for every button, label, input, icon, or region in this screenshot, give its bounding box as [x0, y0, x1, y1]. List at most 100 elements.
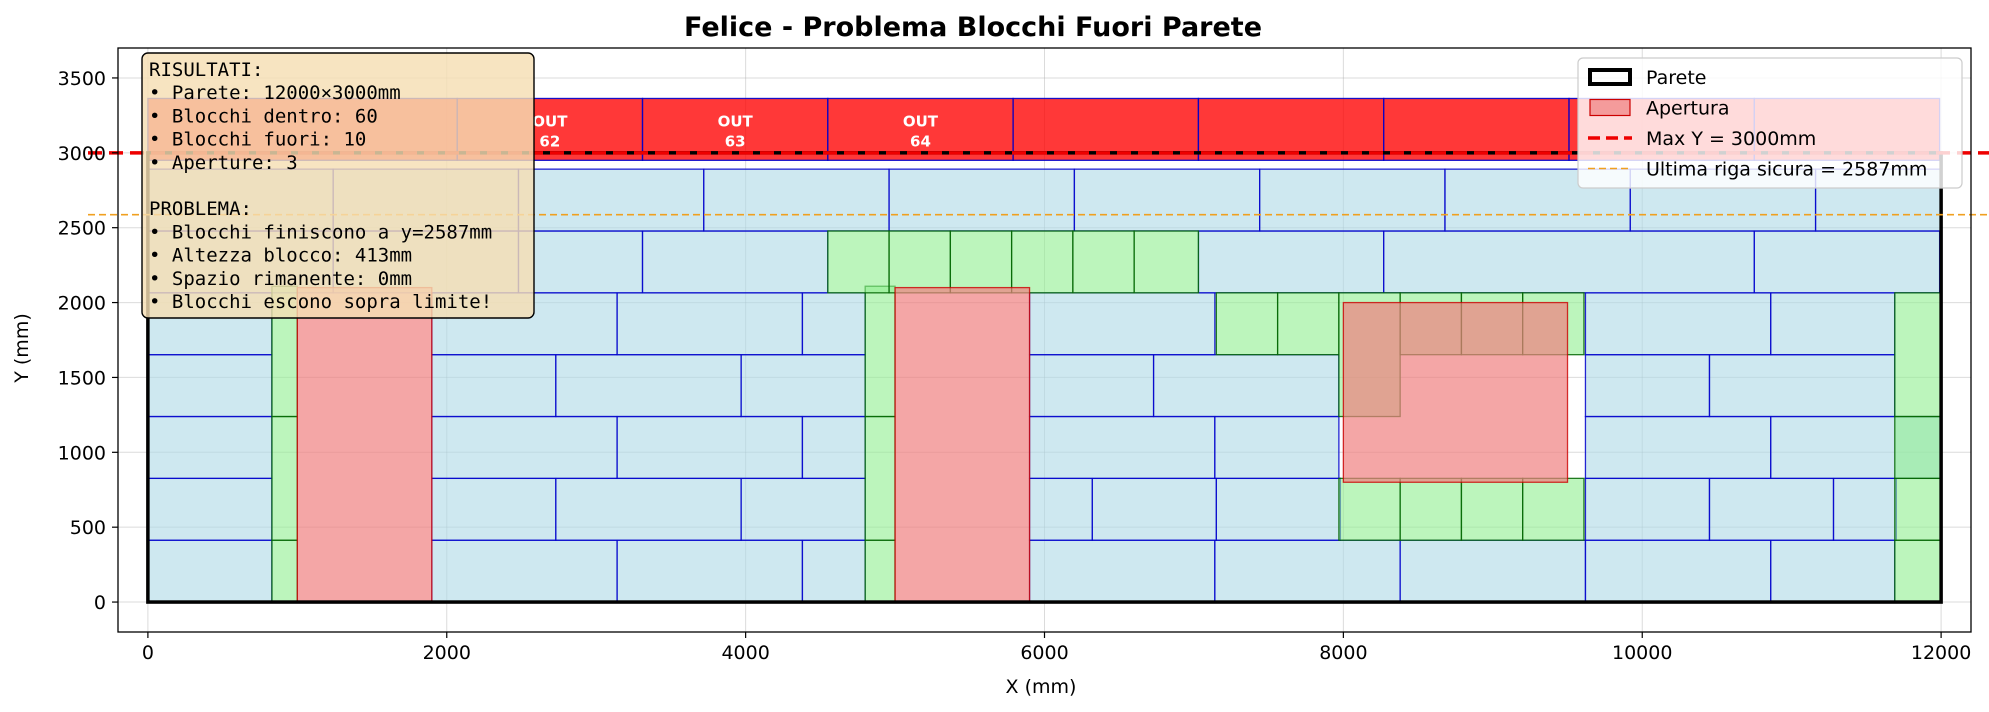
- wall-block: [431, 354, 557, 418]
- wall-block: [801, 292, 866, 356]
- info-box-line: • Blocchi escono sopra limite!: [149, 291, 492, 313]
- y-tick-label: 1000: [58, 442, 106, 464]
- custom-block: [1894, 477, 1942, 541]
- wall-block: [1584, 415, 1772, 480]
- custom-block: [1522, 477, 1585, 541]
- wall-block: [517, 230, 644, 294]
- wall-block: [801, 415, 866, 480]
- out-block: [827, 97, 1014, 161]
- x-axis-label: X (mm): [1006, 676, 1077, 698]
- wall-block: [888, 168, 1076, 232]
- wall-block: [555, 354, 742, 418]
- legend: Parete Apertura Max Y = 3000mm Ultima riga …: [1577, 57, 1963, 189]
- info-box-line: • Blocchi fuori: 10: [149, 129, 366, 151]
- plot-area: OUT 62 OUT 63 OUT 64: [88, 47, 1989, 633]
- wall-block: [1152, 354, 1340, 418]
- wall-block: [147, 415, 273, 480]
- out-block-id: 63: [725, 132, 746, 150]
- wall-block: [1214, 539, 1401, 603]
- wall-block: [555, 477, 742, 541]
- wall-block: [1197, 230, 1385, 294]
- opening-rect: [1342, 301, 1569, 483]
- info-box: RISULTATI:• Parete: 12000×3000mm • Blocch…: [141, 52, 535, 319]
- wall-block: [703, 168, 890, 232]
- wall-block: [1832, 477, 1897, 541]
- custom-block: [1894, 539, 1942, 603]
- y-tick-label: 1500: [58, 367, 106, 389]
- custom-block: [949, 230, 1013, 294]
- custom-block: [864, 539, 896, 603]
- custom-block: [1460, 477, 1524, 541]
- wall-block: [1399, 539, 1587, 603]
- wall-block: [641, 230, 829, 294]
- wall-block: [1584, 539, 1772, 603]
- info-box-frame: [141, 52, 535, 319]
- legend-handle-wall: [1588, 68, 1632, 86]
- x-tick-label: 10000: [1612, 642, 1672, 664]
- y-tick-label: 500: [70, 517, 106, 539]
- wall-block: [431, 477, 557, 541]
- wall-block: [1708, 354, 1896, 418]
- custom-block: [864, 285, 896, 418]
- wall-block: [1028, 477, 1093, 541]
- legend-label: Ultima riga sicura = 2587mm: [1646, 159, 1927, 181]
- out-block-label: OUT: [718, 112, 754, 130]
- custom-block: [271, 415, 298, 541]
- wall-block: [1028, 354, 1155, 418]
- wall-block: [1073, 168, 1261, 232]
- wall-block: [616, 539, 804, 603]
- y-tick-label: 0: [94, 592, 106, 614]
- legend-label: Parete: [1646, 67, 1706, 89]
- y-tick-label: 2500: [58, 218, 106, 240]
- wall-block: [616, 292, 804, 356]
- info-box-line: • Altezza blocco: 413mm: [149, 245, 412, 267]
- info-box-line: RISULTATI:: [149, 59, 263, 81]
- wall-block: [801, 539, 866, 603]
- out-block: [641, 97, 829, 161]
- wall-block: [1753, 230, 1941, 294]
- custom-block: [1215, 292, 1279, 356]
- wall-block: [1584, 354, 1711, 418]
- custom-block: [271, 539, 298, 603]
- x-tick-label: 8000: [1319, 642, 1367, 664]
- wall-block: [147, 354, 273, 418]
- custom-block: [864, 415, 896, 541]
- wall-block: [1708, 477, 1835, 541]
- wall-block: [616, 415, 804, 480]
- chart-title: Felice - Problema Blocchi Fuori Parete: [684, 12, 1262, 43]
- opening-rect: [894, 286, 1031, 603]
- custom-block: [1338, 477, 1401, 541]
- y-axis-label: Y (mm): [11, 313, 33, 384]
- wall-block: [1028, 292, 1216, 356]
- info-box-line: • Parete: 12000×3000mm: [149, 82, 401, 104]
- legend-label: Apertura: [1646, 98, 1730, 120]
- x-axis-ticks: 0 2000 4000 6000 8000 10000 12000: [142, 632, 1971, 664]
- wall-block: [1259, 168, 1446, 232]
- wall-block: [1584, 292, 1772, 356]
- wall-block: [147, 477, 273, 541]
- legend-frame: [1577, 57, 1963, 189]
- out-block: [1012, 97, 1200, 161]
- info-box-line: • Blocchi finiscono a y=2587mm: [149, 221, 492, 243]
- wall-block: [1091, 477, 1218, 541]
- custom-block: [1072, 230, 1135, 294]
- x-tick-label: 2000: [423, 642, 471, 664]
- out-block-label: OUT: [903, 112, 939, 130]
- opening-rect: [296, 286, 433, 603]
- custom-block: [1133, 230, 1200, 294]
- wall-block: [740, 477, 866, 541]
- wall-block: [431, 415, 618, 480]
- info-box-line: • Aperture: 3: [149, 152, 298, 174]
- x-tick-label: 0: [142, 642, 154, 664]
- out-block: [1197, 97, 1385, 161]
- wall-block: [1770, 292, 1896, 356]
- y-tick-label: 3000: [58, 143, 106, 165]
- out-block: [1383, 97, 1570, 161]
- custom-block: [888, 230, 952, 294]
- y-tick-label: 2000: [58, 293, 106, 315]
- wall-block: [740, 354, 866, 418]
- legend-label: Max Y = 3000mm: [1646, 128, 1816, 150]
- x-tick-label: 6000: [1020, 642, 1068, 664]
- wall-block: [1214, 415, 1340, 480]
